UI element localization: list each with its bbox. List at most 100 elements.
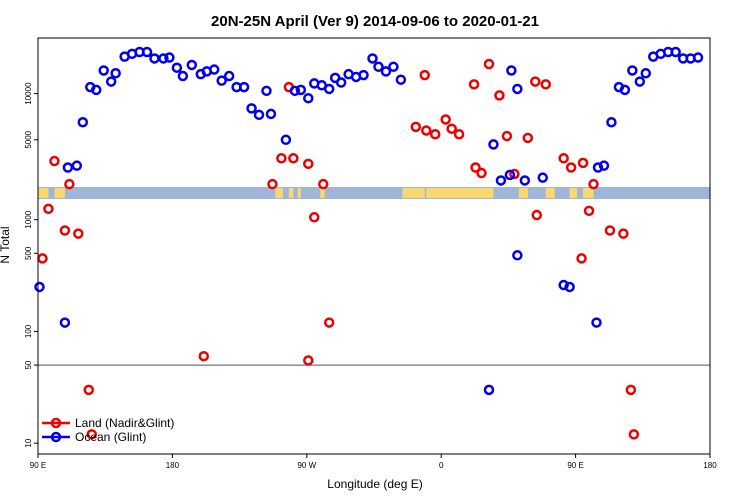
land-band-segment [583, 188, 594, 198]
land-point [37, 253, 48, 264]
land-point [468, 79, 480, 90]
ocean-point [506, 65, 517, 76]
y-axis-label: N Total [0, 226, 12, 263]
ocean-point [77, 116, 89, 128]
land-band-segment [38, 188, 49, 198]
land-point [565, 162, 577, 173]
ocean-point [141, 46, 153, 58]
ocean-point [223, 70, 235, 82]
land-point [583, 205, 595, 217]
ocean-point [71, 160, 83, 171]
ocean-point [98, 65, 109, 76]
ocean-point [358, 69, 369, 81]
land-point [540, 79, 551, 90]
ocean-point [504, 169, 516, 181]
land-point [494, 90, 505, 101]
land-point [303, 355, 314, 366]
ocean-point [158, 53, 169, 64]
land-band-segment [275, 188, 283, 198]
land-point [73, 228, 84, 239]
ocean-band [38, 187, 710, 199]
land-point [288, 153, 299, 164]
land-band-segment [320, 188, 325, 198]
land-point [421, 125, 432, 136]
ocean-point [34, 281, 45, 293]
ocean-point [216, 75, 227, 86]
land-point [429, 128, 441, 140]
ocean-point [634, 76, 646, 87]
ocean-point [367, 53, 378, 64]
ocean-point [171, 62, 183, 73]
ocean-point [640, 68, 652, 79]
x-axis-label: Longitude (deg E) [327, 477, 422, 491]
land-band-segment [54, 188, 65, 198]
land-band-segment [569, 188, 578, 198]
ocean-point [62, 162, 74, 173]
ocean-point [606, 116, 617, 128]
legend-land-marker [50, 417, 62, 429]
land-point [530, 76, 541, 87]
ocean-point [105, 76, 117, 87]
ocean-point [149, 53, 160, 64]
y-tick-label: 5000 [24, 130, 33, 148]
land-ocean-map-band [38, 187, 710, 199]
land-point [83, 384, 95, 396]
y-axis-ticks: 10 50 100 500 1000 5000 10000 [24, 82, 38, 448]
land-point [64, 178, 75, 190]
land-point [267, 178, 278, 190]
land-point [509, 168, 520, 180]
ocean-point [388, 61, 399, 73]
land-point [453, 128, 465, 140]
ocean-point [90, 84, 102, 96]
land-point [604, 225, 616, 236]
ocean-point [380, 66, 392, 77]
land-point [628, 429, 640, 440]
land-point [501, 130, 513, 142]
land-point [317, 178, 329, 190]
land-point [483, 58, 495, 70]
ocean-point [323, 83, 335, 95]
ocean-point [335, 77, 347, 88]
ocean-point [373, 61, 384, 73]
ocean-point [598, 160, 610, 171]
ocean-point [591, 317, 602, 328]
ocean-point [670, 46, 681, 58]
land-point [86, 429, 98, 440]
ocean-point [177, 70, 189, 82]
land-point [59, 225, 71, 236]
ocean-point [110, 68, 121, 79]
land-band-segment [426, 188, 494, 198]
land-point [323, 317, 335, 328]
y-tick-label: 50 [24, 360, 33, 369]
ocean-point [692, 52, 704, 63]
ocean-point [246, 103, 257, 114]
ocean-point [512, 250, 523, 261]
land-point [410, 121, 422, 133]
ocean-point [564, 281, 575, 293]
y-tick-label: 500 [24, 246, 33, 260]
land-point [470, 162, 481, 173]
ocean-point [186, 59, 198, 71]
ocean-point [253, 109, 265, 121]
x-tick-label: 180 [166, 461, 180, 470]
x-tick-label: 90 E [30, 461, 46, 470]
x-axis-ticks: 90 E 180 90 W 0 90 E 180 [30, 454, 717, 470]
ocean-point [303, 92, 314, 104]
ocean-point [164, 52, 175, 63]
data-points [34, 46, 704, 440]
land-point [618, 228, 629, 239]
legend-ocean-label: Ocean (Glint) [75, 430, 146, 444]
land-point [49, 155, 60, 167]
ocean-point [537, 172, 548, 183]
ocean-point [289, 85, 301, 97]
x-tick-label: 90 E [567, 461, 583, 470]
legend: Land (Nadir&Glint) Ocean (Glint) [42, 416, 174, 444]
x-tick-label: 90 W [297, 461, 316, 470]
ocean-point [512, 83, 523, 95]
plot-frame [37, 37, 711, 455]
land-point [440, 114, 451, 125]
ocean-point [265, 108, 277, 120]
land-point [577, 157, 589, 169]
land-point [522, 132, 534, 144]
